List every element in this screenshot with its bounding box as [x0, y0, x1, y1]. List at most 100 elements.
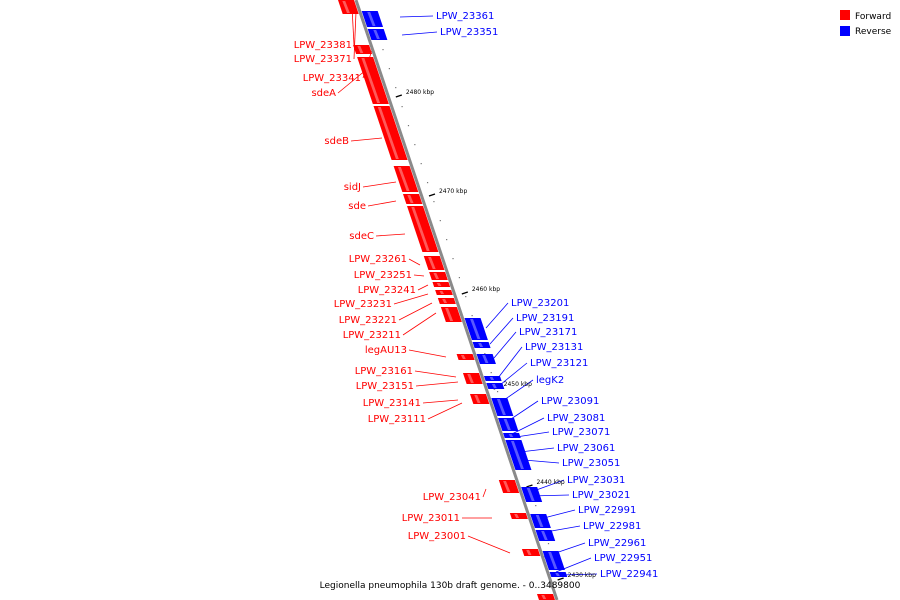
reverse-gene-label: LPW_23031: [567, 475, 625, 486]
forward-gene-block: [440, 307, 462, 322]
forward-gene-block-shade: [411, 207, 430, 251]
minor-tick: [388, 68, 390, 70]
reverse-label-connector: [523, 459, 560, 464]
forward-gene-label: sidJ: [344, 182, 361, 193]
forward-gene-block: [498, 480, 520, 493]
reverse-gene-block: [505, 440, 532, 470]
reverse-gene-label: LPW_23201: [511, 298, 569, 309]
scale-tick-label: 2430 kbp: [568, 572, 596, 579]
figure-caption: Legionella pneumophila 130b draft genome…: [320, 581, 581, 591]
reverse-gene-block: [464, 318, 488, 340]
reverse-label-connector: [519, 447, 555, 453]
minor-tick: [433, 201, 435, 203]
reverse-label-connector: [497, 346, 523, 379]
forward-gene-label: legAU13: [365, 345, 407, 356]
forward-gene-block-shade: [342, 1, 350, 13]
reverse-gene-label: LPW_23071: [552, 427, 610, 438]
reverse-gene-block-shade: [491, 384, 497, 388]
reverse-gene-label: LPW_23061: [557, 443, 615, 454]
forward-gene-block: [521, 549, 541, 556]
reverse-gene-block: [498, 418, 519, 431]
forward-label-connector: [362, 181, 397, 188]
legend-reverse-label: Reverse: [855, 27, 892, 37]
legend-forward-label: Forward: [855, 12, 891, 22]
minor-tick: [414, 144, 416, 146]
forward-gene-block: [353, 45, 373, 54]
forward-gene-block-shade: [541, 595, 547, 599]
forward-gene-block: [338, 0, 359, 14]
reverse-gene-block: [491, 398, 514, 416]
forward-gene-label: sde: [348, 201, 366, 212]
reverse-gene-label: LPW_23021: [572, 490, 630, 501]
reverse-gene-block-shade: [555, 573, 560, 576]
forward-label-connector: [353, 11, 357, 60]
legend-reverse-swatch: [840, 26, 850, 36]
forward-gene-label: sdeC: [349, 231, 374, 242]
forward-gene-block-shade: [439, 291, 445, 294]
reverse-label-connector: [511, 417, 545, 435]
forward-label-connector: [415, 381, 459, 387]
reverse-label-connector: [489, 317, 514, 345]
reverse-gene-label: LPW_22961: [588, 538, 646, 549]
forward-gene-label: LPW_23381: [294, 40, 352, 51]
reverse-gene-block: [503, 433, 521, 438]
scale-tick-label: 2450 kbp: [504, 381, 532, 388]
reverse-gene-block-shade: [526, 488, 535, 501]
reverse-gene-label: LPW_23051: [562, 458, 620, 469]
forward-gene-block: [393, 166, 419, 192]
minor-tick: [528, 486, 531, 488]
reverse-gene-label: LPW_22991: [578, 505, 636, 516]
reverse-label-connector: [401, 31, 438, 36]
forward-gene-block-shade: [428, 257, 436, 269]
forward-gene-label: LPW_23241: [358, 285, 416, 296]
forward-gene-block-shade: [460, 355, 466, 359]
minor-tick: [458, 277, 460, 279]
forward-gene-label: LPW_23221: [339, 315, 397, 326]
forward-gene-block-shade: [397, 167, 410, 191]
forward-gene-block: [407, 206, 439, 252]
forward-gene-block-shade: [407, 195, 414, 203]
forward-gene-block: [456, 354, 475, 360]
minor-tick: [465, 296, 467, 298]
forward-gene-block: [402, 194, 423, 204]
reverse-gene-block: [476, 354, 496, 364]
forward-label-connector: [398, 302, 433, 321]
reverse-gene-block-shade: [508, 434, 514, 437]
minor-tick: [426, 182, 429, 184]
minor-tick: [439, 220, 441, 222]
forward-gene-block: [536, 594, 555, 600]
forward-gene-label: LPW_23151: [356, 381, 414, 392]
reverse-gene-label: legK2: [536, 375, 564, 386]
forward-gene-label: LPW_23141: [363, 398, 421, 409]
scale-tick: [395, 94, 403, 98]
forward-label-connector: [422, 399, 459, 404]
forward-label-connector: [408, 258, 421, 266]
minor-tick: [420, 163, 422, 165]
scale-tick-label: 2440 kbp: [536, 479, 564, 486]
reverse-gene-block: [483, 376, 502, 381]
reverse-gene-block-shade: [470, 319, 481, 339]
forward-gene-label: LPW_23231: [334, 299, 392, 310]
forward-gene-label: LPW_23211: [343, 330, 401, 341]
minor-tick: [382, 49, 384, 51]
gene-labels: LPW_23381 LPW_23371 LPW_23341 sdeA sdeB sidJ s…: [294, 11, 659, 580]
reverse-label-connector: [503, 379, 534, 401]
forward-gene-block: [429, 272, 448, 280]
forward-gene-block-shade: [467, 374, 474, 383]
reverse-gene-label: LPW_22951: [594, 553, 652, 564]
reverse-gene-block: [361, 11, 384, 27]
forward-label-connector: [367, 200, 397, 207]
reverse-gene-block: [549, 572, 568, 577]
reverse-gene-label: LPW_23171: [519, 327, 577, 338]
minor-tick: [484, 353, 486, 355]
forward-gene-block: [435, 290, 453, 295]
scale-tick: [461, 291, 469, 295]
genome-backbone: [354, 0, 559, 600]
forward-label-connector: [393, 293, 429, 305]
forward-label-connector: [482, 488, 487, 498]
reverse-gene-block: [486, 383, 505, 389]
minor-tick: [490, 372, 492, 374]
forward-gene-block-shade: [436, 283, 442, 286]
forward-label-connector: [402, 312, 437, 336]
reverse-gene-label: LPW_23361: [436, 11, 494, 22]
